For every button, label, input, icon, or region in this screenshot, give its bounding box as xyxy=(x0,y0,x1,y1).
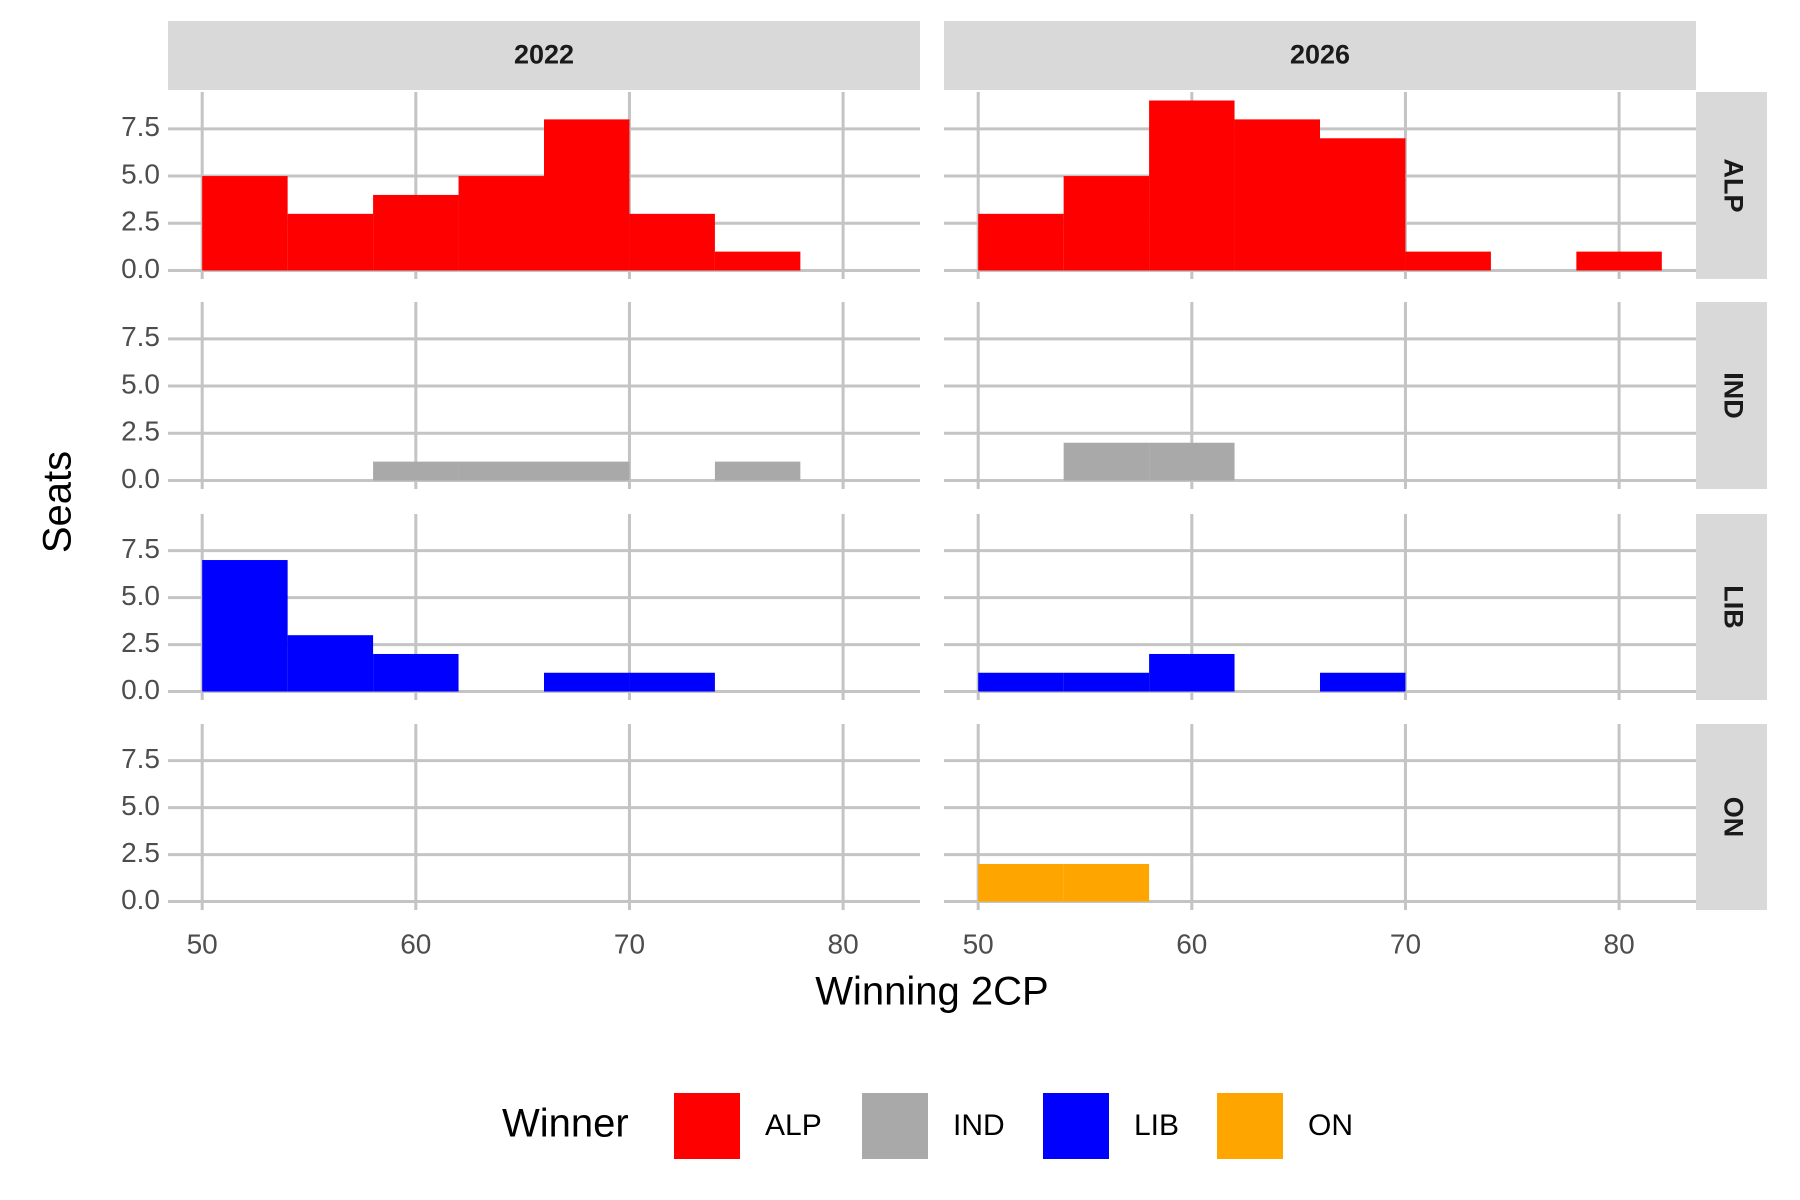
y-tick-label: 7.5 xyxy=(121,533,160,564)
legend-label: ALP xyxy=(765,1109,822,1142)
bar xyxy=(373,653,459,692)
facet-label: IND xyxy=(1718,372,1748,419)
facet-label: LIB xyxy=(1718,585,1748,629)
x-tick-label: 60 xyxy=(1176,928,1207,959)
legend-key xyxy=(1217,1093,1283,1159)
bar xyxy=(373,194,459,271)
bar xyxy=(978,863,1064,902)
facet-strip xyxy=(1696,302,1767,489)
y-tick-label: 5.0 xyxy=(121,790,160,821)
bar xyxy=(978,213,1064,271)
x-tick-label: 80 xyxy=(828,928,859,959)
bar xyxy=(1063,672,1150,692)
facet-label: 2026 xyxy=(1290,40,1350,70)
legend-label: IND xyxy=(953,1109,1005,1142)
bar xyxy=(373,461,459,481)
y-tick-label: 7.5 xyxy=(121,743,160,774)
y-tick-label: 7.5 xyxy=(121,321,160,352)
bar xyxy=(287,213,374,271)
y-tick-label: 2.5 xyxy=(121,837,160,868)
y-tick-label: 5.0 xyxy=(121,580,160,611)
bar xyxy=(978,672,1064,692)
facet-strip xyxy=(1696,92,1767,279)
y-tick-label: 2.5 xyxy=(121,627,160,658)
bar xyxy=(202,176,288,271)
bar xyxy=(1405,251,1491,271)
bar xyxy=(1063,863,1150,902)
legend-label: LIB xyxy=(1134,1109,1179,1142)
x-tick-label: 70 xyxy=(614,928,645,959)
facet-strip xyxy=(168,21,920,90)
x-tick-label: 70 xyxy=(1390,928,1421,959)
y-tick-label: 0.0 xyxy=(121,253,160,284)
y-tick-label: 2.5 xyxy=(121,416,160,447)
facet-label: ALP xyxy=(1718,159,1748,213)
x-tick-label: 80 xyxy=(1604,928,1635,959)
bar xyxy=(1149,442,1235,481)
legend-key xyxy=(674,1093,740,1159)
facet-strip xyxy=(944,21,1696,90)
bar xyxy=(202,560,288,692)
bar xyxy=(1320,672,1406,692)
x-axis-title: Winning 2CP xyxy=(815,970,1048,1014)
bar xyxy=(714,461,801,481)
facet-strip xyxy=(1696,724,1767,910)
y-tick-label: 7.5 xyxy=(121,111,160,142)
y-tick-label: 2.5 xyxy=(121,206,160,237)
legend-key xyxy=(1043,1093,1109,1159)
bar xyxy=(458,176,544,271)
bar xyxy=(1320,138,1406,271)
legend-label: ON xyxy=(1308,1109,1353,1142)
y-tick-label: 0.0 xyxy=(121,674,160,705)
bar xyxy=(544,672,630,692)
y-tick-label: 5.0 xyxy=(121,368,160,399)
legend-title: Winner xyxy=(502,1102,629,1146)
bar xyxy=(458,461,544,481)
x-tick-label: 50 xyxy=(963,928,994,959)
bar xyxy=(1063,176,1150,271)
bar xyxy=(1576,251,1662,271)
bar xyxy=(1234,119,1320,271)
bar xyxy=(544,119,630,271)
bar xyxy=(629,213,715,271)
facet-label: ON xyxy=(1718,797,1748,838)
facet-strip xyxy=(1696,514,1767,700)
y-axis-title: Seats xyxy=(36,451,80,553)
x-tick-label: 50 xyxy=(187,928,218,959)
bar xyxy=(1149,653,1235,692)
legend-key xyxy=(862,1093,928,1159)
y-tick-label: 0.0 xyxy=(121,884,160,915)
y-tick-label: 0.0 xyxy=(121,463,160,494)
bar xyxy=(714,251,801,271)
x-tick-label: 60 xyxy=(400,928,431,959)
facet-label: 2022 xyxy=(514,40,574,70)
y-tick-label: 5.0 xyxy=(121,158,160,189)
bar xyxy=(629,672,715,692)
bar xyxy=(1149,100,1235,271)
bar xyxy=(544,461,630,481)
bar xyxy=(287,635,374,692)
bar xyxy=(1063,442,1150,481)
